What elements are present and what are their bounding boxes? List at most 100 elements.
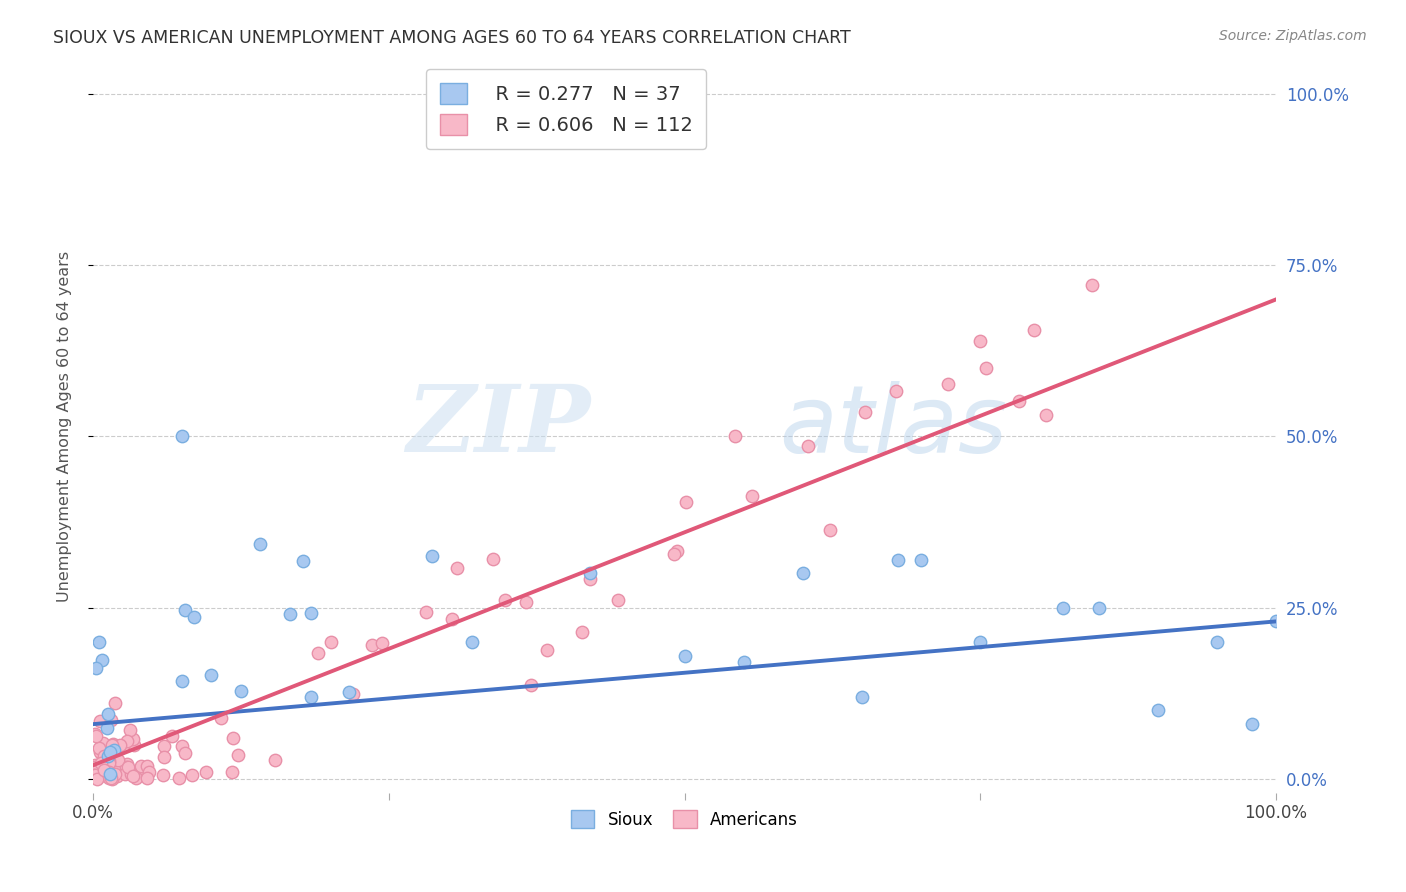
Point	[170, 429, 193, 443]
Point	[371, 636, 394, 650]
Point	[98, 771, 121, 785]
Point	[249, 536, 271, 550]
Point	[969, 635, 991, 649]
Point	[138, 765, 160, 780]
Point	[89, 714, 111, 729]
Point	[818, 523, 841, 537]
Point	[103, 743, 125, 757]
Point	[100, 769, 122, 783]
Point	[174, 746, 197, 760]
Point	[969, 334, 991, 348]
Point	[153, 739, 176, 753]
Point	[1081, 277, 1104, 292]
Point	[1035, 408, 1057, 422]
Point	[200, 667, 222, 681]
Point	[114, 766, 136, 780]
Point	[107, 753, 129, 767]
Point	[579, 566, 602, 581]
Point	[441, 612, 464, 626]
Point	[183, 610, 205, 624]
Point	[167, 771, 190, 785]
Point	[209, 711, 232, 725]
Point	[571, 625, 593, 640]
Point	[278, 607, 301, 621]
Point	[96, 707, 118, 722]
Point	[291, 554, 314, 568]
Point	[170, 739, 193, 754]
Point	[115, 756, 138, 771]
Point	[122, 769, 145, 783]
Point	[89, 745, 111, 759]
Point	[342, 687, 364, 701]
Point	[83, 768, 105, 782]
Point	[120, 764, 142, 778]
Legend: Sioux, Americans: Sioux, Americans	[564, 804, 804, 836]
Point	[83, 768, 105, 782]
Point	[221, 731, 243, 746]
Point	[1146, 703, 1168, 717]
Point	[181, 768, 204, 782]
Point	[520, 678, 543, 692]
Point	[90, 746, 112, 760]
Point	[108, 738, 131, 752]
Point	[84, 758, 107, 772]
Point	[460, 635, 482, 649]
Point	[93, 749, 115, 764]
Point	[86, 772, 108, 786]
Point	[84, 729, 107, 743]
Point	[91, 653, 114, 667]
Point	[853, 405, 876, 419]
Point	[172, 673, 194, 688]
Point	[86, 771, 108, 785]
Point	[515, 595, 537, 609]
Point	[910, 552, 932, 566]
Point	[974, 361, 997, 376]
Point	[104, 768, 127, 782]
Point	[122, 731, 145, 746]
Point	[173, 603, 195, 617]
Point	[96, 749, 118, 764]
Point	[98, 766, 121, 780]
Point	[87, 740, 110, 755]
Point	[93, 756, 115, 770]
Point	[733, 656, 755, 670]
Point	[84, 760, 107, 774]
Point	[481, 551, 503, 566]
Point	[96, 761, 118, 775]
Point	[103, 761, 125, 775]
Point	[299, 690, 322, 704]
Point	[136, 771, 159, 785]
Point	[886, 552, 908, 566]
Point	[100, 771, 122, 785]
Point	[675, 495, 697, 509]
Point	[117, 760, 139, 774]
Point	[152, 768, 174, 782]
Point	[98, 745, 121, 759]
Point	[1008, 393, 1031, 408]
Point	[96, 721, 118, 735]
Point	[122, 738, 145, 752]
Point	[98, 764, 121, 778]
Point	[104, 696, 127, 710]
Point	[127, 769, 149, 783]
Point	[160, 729, 183, 743]
Point	[1206, 635, 1229, 649]
Point	[94, 769, 117, 783]
Point	[724, 429, 747, 443]
Point	[741, 490, 763, 504]
Point	[84, 661, 107, 675]
Point	[361, 638, 384, 652]
Point	[299, 606, 322, 620]
Point	[101, 772, 124, 786]
Point	[1241, 717, 1264, 731]
Point	[337, 684, 360, 698]
Point	[229, 684, 252, 698]
Point	[91, 748, 114, 763]
Point	[101, 738, 124, 752]
Point	[125, 771, 148, 785]
Text: atlas: atlas	[779, 381, 1008, 472]
Point	[100, 714, 122, 728]
Point	[96, 741, 118, 756]
Point	[100, 753, 122, 767]
Point	[90, 756, 112, 770]
